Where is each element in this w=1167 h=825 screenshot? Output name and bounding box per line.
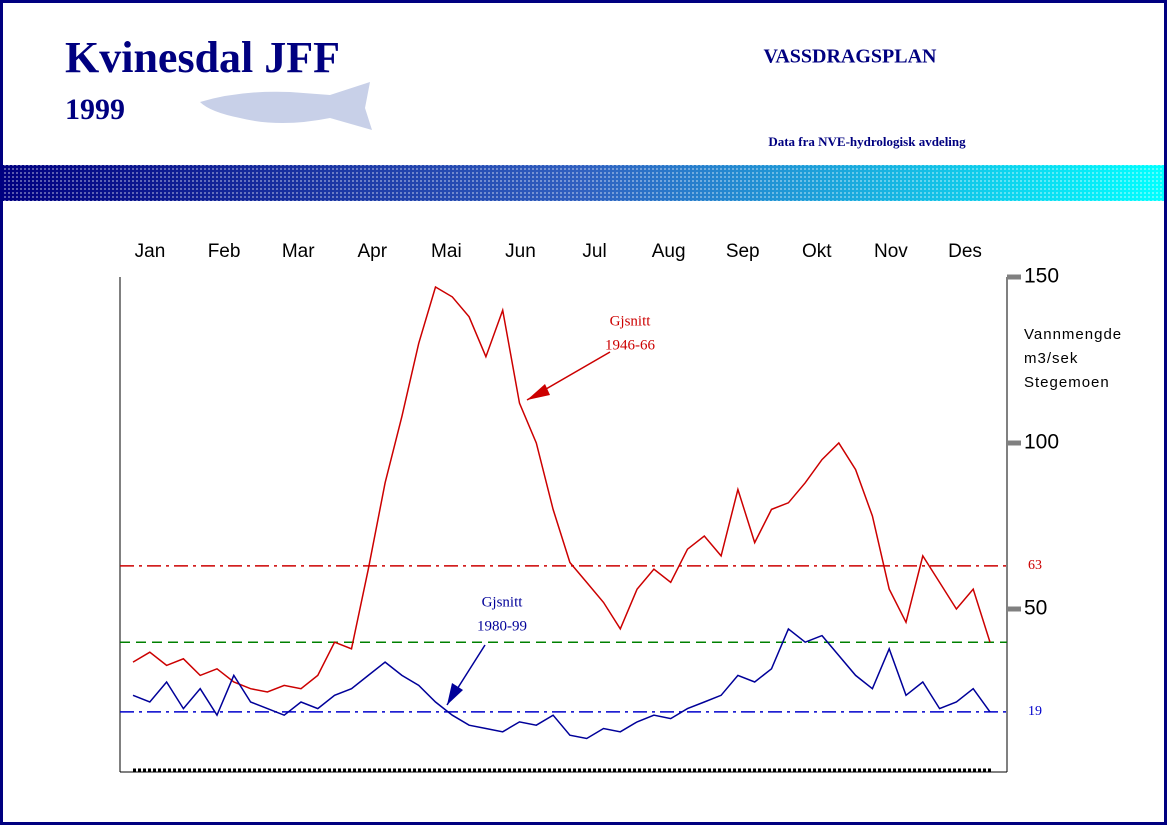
annotation: 1980-99 xyxy=(477,618,527,634)
month-label: Mar xyxy=(282,241,315,262)
fish-logo xyxy=(200,82,372,130)
month-label: Apr xyxy=(357,241,387,262)
month-label: Mai xyxy=(431,241,462,262)
plan-title: VASSDRAGSPLAN xyxy=(763,46,937,68)
month-label: Jan xyxy=(135,241,166,262)
y-axis-label: Vannmengde xyxy=(1024,326,1122,343)
slide: Kvinesdal JFF 1999 VASSDRAGSPLAN Data fr… xyxy=(0,0,1167,825)
y-axis-label: Stegemoen xyxy=(1024,374,1110,391)
annotation: Gjsnitt xyxy=(610,313,652,329)
month-label: Nov xyxy=(874,241,908,262)
blue-arrowhead xyxy=(447,683,463,705)
banner-pattern xyxy=(3,165,1164,201)
source: Data fra NVE-hydrologisk avdeling xyxy=(768,134,966,149)
year: 1999 xyxy=(65,93,125,126)
month-label: Okt xyxy=(802,241,832,262)
red-arrowhead xyxy=(527,384,550,400)
annotation: 1946-66 xyxy=(605,337,655,353)
month-label: Des xyxy=(948,241,982,262)
month-label: Jun xyxy=(505,241,536,262)
reference-label: 63 xyxy=(1028,558,1042,573)
data-line xyxy=(133,629,990,739)
month-label: Sep xyxy=(726,241,760,262)
y-tick-label: 150 xyxy=(1024,265,1059,288)
title: Kvinesdal JFF xyxy=(65,33,340,82)
data-line xyxy=(133,287,990,692)
month-label: Jul xyxy=(582,241,606,262)
reference-label: 19 xyxy=(1028,704,1042,719)
annotation: Gjsnitt xyxy=(482,594,524,610)
month-label: Aug xyxy=(652,241,686,262)
y-tick-label: 50 xyxy=(1024,597,1047,620)
month-label: Feb xyxy=(208,241,241,262)
y-axis-label: m3/sek xyxy=(1024,350,1078,367)
y-tick-label: 100 xyxy=(1024,431,1059,454)
